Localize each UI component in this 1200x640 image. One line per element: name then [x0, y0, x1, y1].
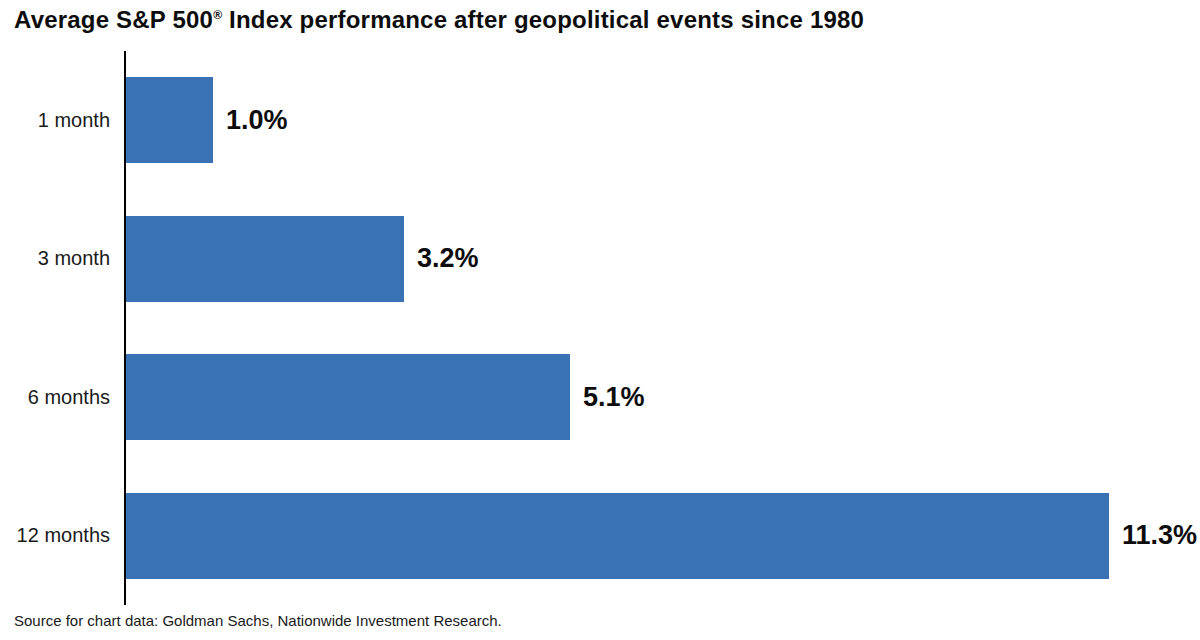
- value-label: 1.0%: [226, 105, 288, 136]
- bar: [126, 493, 1109, 579]
- bar: [126, 354, 570, 440]
- category-label: 12 months: [0, 524, 110, 547]
- category-label: 1 month: [0, 109, 110, 132]
- bar-row: 3 month 3.2%: [0, 190, 1200, 329]
- chart-title-text-cont: Index performance after geopolitical eve…: [222, 6, 864, 33]
- value-label: 3.2%: [417, 243, 479, 274]
- chart-plot-area: 1 month 1.0% 3 month 3.2% 6 months 5.1% 12 mon…: [0, 51, 1200, 605]
- bar: [126, 77, 213, 163]
- chart-title-text: Average S&P 500: [14, 6, 213, 33]
- bar-track: 5.1%: [126, 354, 1200, 440]
- chart-title: Average S&P 500® Index performance after…: [14, 6, 864, 34]
- category-label: 3 month: [0, 247, 110, 270]
- bar-track: 1.0%: [126, 77, 1200, 163]
- bar-track: 3.2%: [126, 216, 1200, 302]
- bar-track: 11.3%: [126, 493, 1200, 579]
- bar-row: 6 months 5.1%: [0, 328, 1200, 467]
- category-label: 6 months: [0, 386, 110, 409]
- bar-row: 1 month 1.0%: [0, 51, 1200, 190]
- value-label: 5.1%: [583, 382, 645, 413]
- bar-rows: 1 month 1.0% 3 month 3.2% 6 months 5.1% 12 mon…: [0, 51, 1200, 605]
- source-note: Source for chart data: Goldman Sachs, Na…: [14, 612, 502, 629]
- bar-row: 12 months 11.3%: [0, 467, 1200, 606]
- y-axis-line: [124, 51, 126, 605]
- value-label: 11.3%: [1122, 520, 1197, 551]
- registered-trademark-symbol: ®: [213, 8, 222, 22]
- bar: [126, 216, 404, 302]
